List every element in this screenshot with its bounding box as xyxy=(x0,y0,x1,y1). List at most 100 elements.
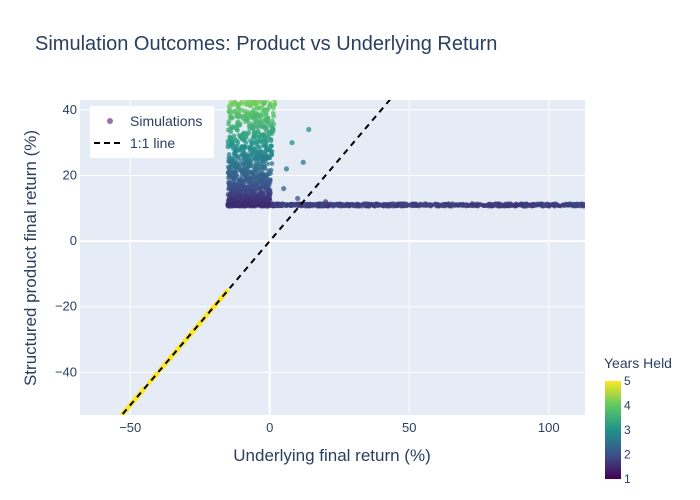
simulation-point xyxy=(104,431,109,436)
simulation-point xyxy=(226,200,232,206)
simulation-point xyxy=(101,435,106,440)
simulation-point xyxy=(239,144,244,150)
simulation-point xyxy=(251,100,256,105)
simulation-point xyxy=(300,159,306,165)
simulation-point xyxy=(267,103,273,110)
simulation-point xyxy=(233,189,239,195)
simulation-point xyxy=(97,439,102,444)
simulation-point xyxy=(268,137,274,142)
simulation-point xyxy=(237,194,243,200)
simulation-point xyxy=(246,130,252,136)
simulation-point xyxy=(269,152,274,157)
simulation-point xyxy=(230,124,236,130)
simulation-point xyxy=(111,422,116,427)
simulation-point xyxy=(113,420,118,425)
simulation-point xyxy=(319,202,324,208)
simulation-point xyxy=(103,432,108,437)
simulation-point xyxy=(251,106,257,112)
simulation-point xyxy=(81,458,86,463)
simulation-point xyxy=(385,202,390,207)
simulation-point xyxy=(108,426,113,431)
simulation-point xyxy=(112,421,117,426)
simulation-point xyxy=(335,202,341,208)
simulation-point xyxy=(234,127,240,133)
simulation-point xyxy=(94,442,99,447)
simulation-point xyxy=(250,126,256,132)
simulation-point xyxy=(429,202,435,208)
simulation-point xyxy=(226,109,232,115)
simulation-point xyxy=(106,429,111,434)
simulation-point xyxy=(262,143,268,149)
simulation-point xyxy=(108,426,113,431)
simulation-point xyxy=(265,161,270,167)
y-tick-label: 40 xyxy=(63,102,77,117)
simulation-point xyxy=(372,203,378,208)
simulation-point xyxy=(473,202,478,208)
simulation-point xyxy=(243,114,248,119)
simulation-point xyxy=(262,165,268,171)
reference-line-segment xyxy=(120,100,392,415)
simulation-point xyxy=(523,203,528,209)
simulation-point xyxy=(251,135,257,141)
simulation-point xyxy=(410,202,416,208)
simulation-point xyxy=(91,446,96,451)
simulation-point xyxy=(398,202,403,208)
simulation-point xyxy=(256,161,262,167)
simulation-point xyxy=(237,121,243,127)
legend-label-simulations: Simulations xyxy=(130,113,202,129)
simulation-point xyxy=(107,427,112,432)
simulation-point xyxy=(89,448,94,453)
simulation-point xyxy=(237,113,243,119)
simulation-point xyxy=(101,435,106,440)
simulation-point xyxy=(257,150,262,155)
simulation-point xyxy=(228,129,234,135)
simulation-point xyxy=(260,132,265,138)
simulation-point xyxy=(85,453,90,458)
legend-label-line: 1:1 line xyxy=(130,135,175,151)
simulation-point xyxy=(113,421,118,426)
simulation-point xyxy=(229,190,235,196)
simulation-point xyxy=(274,202,280,207)
simulation-point xyxy=(109,425,114,430)
simulation-point xyxy=(243,101,248,107)
simulation-point xyxy=(228,100,234,106)
simulation-point xyxy=(104,431,109,436)
simulation-point xyxy=(265,119,271,125)
simulation-point xyxy=(92,445,97,450)
simulation-point xyxy=(260,118,266,124)
y-tick-label: −20 xyxy=(55,299,77,314)
simulation-point xyxy=(228,167,234,173)
simulation-point xyxy=(251,184,257,190)
colorbar-tick-label: 3 xyxy=(624,423,631,437)
simulation-point xyxy=(236,132,242,138)
simulation-point xyxy=(565,201,570,207)
simulation-point xyxy=(477,202,483,207)
simulation-point xyxy=(226,152,232,157)
simulation-point xyxy=(252,166,257,172)
simulation-point xyxy=(295,195,301,202)
simulation-point xyxy=(84,454,89,459)
simulation-point xyxy=(94,443,99,448)
simulation-point xyxy=(250,140,255,146)
simulation-point xyxy=(540,203,545,209)
simulation-point xyxy=(232,136,237,142)
simulation-point xyxy=(226,118,232,124)
simulation-point xyxy=(437,202,442,208)
simulation-point xyxy=(482,203,488,208)
simulation-point xyxy=(265,178,271,184)
simulation-point xyxy=(147,380,152,385)
simulation-point xyxy=(236,105,242,111)
simulation-point xyxy=(245,169,250,174)
simulation-point xyxy=(99,437,104,442)
simulation-point xyxy=(119,414,121,415)
simulation-point xyxy=(247,188,252,194)
simulation-point xyxy=(306,126,312,133)
y-axis-title: Structured product final return (%) xyxy=(21,130,40,386)
simulation-point xyxy=(267,144,273,149)
simulation-point xyxy=(230,181,236,187)
simulation-point xyxy=(402,201,408,207)
simulation-point xyxy=(232,195,237,200)
simulation-point xyxy=(102,434,107,439)
y-tick-label: −40 xyxy=(55,364,77,379)
